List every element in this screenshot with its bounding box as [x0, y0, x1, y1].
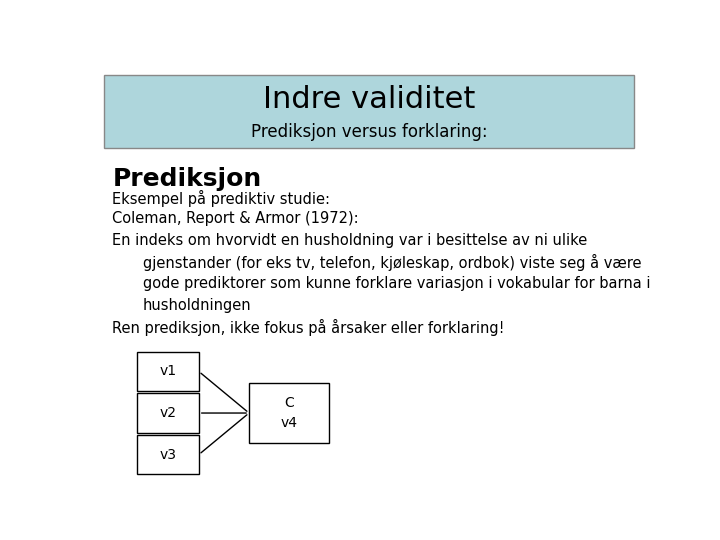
FancyBboxPatch shape — [249, 383, 329, 443]
Text: gjenstander (for eks tv, telefon, kjøleskap, ordbok) viste seg å være: gjenstander (for eks tv, telefon, kjøles… — [143, 254, 642, 272]
Text: Indre validitet: Indre validitet — [263, 85, 475, 114]
Text: C
v4: C v4 — [280, 396, 297, 430]
Text: v1: v1 — [160, 364, 176, 379]
Text: Prediksjon versus forklaring:: Prediksjon versus forklaring: — [251, 123, 487, 141]
FancyBboxPatch shape — [104, 75, 634, 148]
Text: Eksempel på prediktiv studie:: Eksempel på prediktiv studie: — [112, 190, 330, 207]
FancyBboxPatch shape — [138, 352, 199, 391]
Text: Ren prediksjon, ikke fokus på årsaker eller forklaring!: Ren prediksjon, ikke fokus på årsaker el… — [112, 319, 505, 336]
Text: Coleman, Report & Armor (1972):: Coleman, Report & Armor (1972): — [112, 211, 359, 226]
Text: gode prediktorer som kunne forklare variasjon i vokabular for barna i: gode prediktorer som kunne forklare vari… — [143, 276, 650, 291]
Text: Prediksjon: Prediksjon — [112, 167, 261, 191]
FancyBboxPatch shape — [138, 393, 199, 433]
Text: husholdningen: husholdningen — [143, 298, 251, 313]
Text: En indeks om hvorvidt en husholdning var i besittelse av ni ulike: En indeks om hvorvidt en husholdning var… — [112, 233, 588, 248]
Text: v2: v2 — [160, 406, 176, 420]
FancyBboxPatch shape — [138, 435, 199, 474]
Text: v3: v3 — [160, 448, 176, 462]
